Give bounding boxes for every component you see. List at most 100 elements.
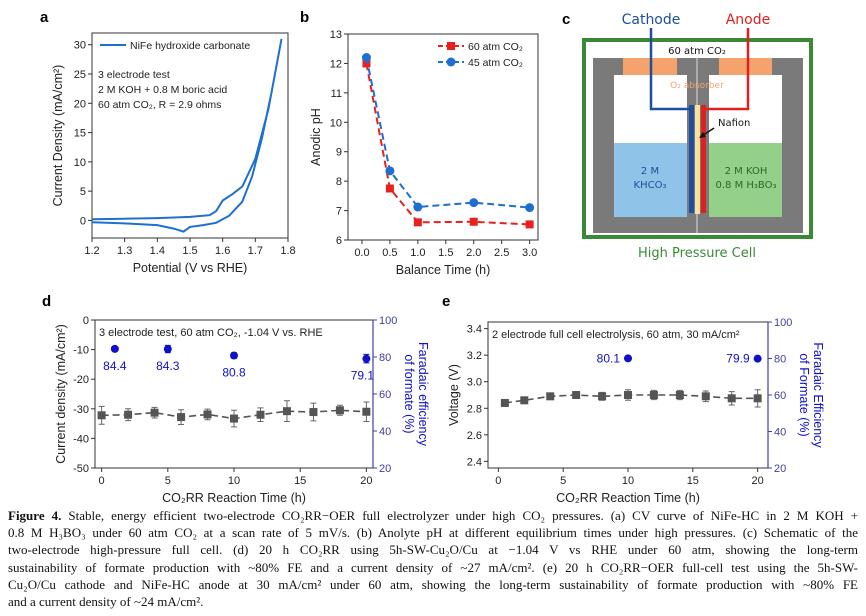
cathode-electrode bbox=[689, 105, 694, 213]
membrane-label: Nafion bbox=[718, 118, 750, 129]
chart-panel-e: 0 5 10 15 20 2.4 2.6 2.8 3.0 3.2 3.4 20 40 60 80 100 CO₂… bbox=[447, 317, 825, 505]
y-tick-label: 0 bbox=[83, 315, 89, 327]
current-point bbox=[309, 408, 318, 417]
y-axis-title: Anodic pH bbox=[309, 108, 323, 166]
chart-panel-a: 1.2 1.3 1.4 1.5 1.6 1.7 1.8 0 5 10 15 20 25 30 Potenti… bbox=[51, 32, 296, 275]
y-tick-label: 10 bbox=[330, 117, 342, 129]
y-tick-label: -50 bbox=[73, 463, 89, 475]
panel-label-b: b bbox=[300, 9, 309, 26]
plot-frame bbox=[347, 33, 539, 241]
panel-label-a: a bbox=[40, 9, 49, 26]
legend-marker bbox=[447, 42, 455, 50]
caption-text: Stable, energy efficient two-electrode C… bbox=[61, 508, 858, 523]
data-point bbox=[413, 218, 422, 227]
fe-value-label: 84.4 bbox=[103, 359, 127, 373]
x-tick-label: 0 bbox=[99, 475, 105, 487]
anode-label: Anode bbox=[726, 12, 771, 28]
y-tick-label: 10 bbox=[74, 157, 86, 169]
y-axis-title: Current Density (mA/cm²) bbox=[51, 65, 65, 207]
x-tick-label: 1.2 bbox=[84, 245, 99, 257]
y2-tick-label: 20 bbox=[379, 463, 391, 475]
x-axis-title: CO₂RR Reaction Time (h) bbox=[556, 491, 700, 505]
series-line bbox=[365, 63, 530, 226]
x-tick-label: 0.0 bbox=[354, 247, 369, 259]
y-axis-title: Current density (mA/cm²) bbox=[54, 324, 68, 464]
chart-panel-d: 0 5 10 15 20 -50 -40 -30 -20 -10 0 20 40 60 80 100 CO₂RR… bbox=[54, 315, 430, 505]
y-tick-label: 11 bbox=[331, 88, 342, 100]
anolyte-line-2: 0.8 M H₃BO₃ bbox=[716, 180, 777, 191]
y-tick-label: 9 bbox=[336, 147, 342, 159]
y-tick-label: 12 bbox=[330, 58, 342, 70]
y2-tick-label: 40 bbox=[379, 426, 391, 438]
panel-label-c: c bbox=[562, 11, 570, 28]
catholyte-line-2: KHCO₃ bbox=[634, 180, 667, 191]
x-tick-label: 0.5 bbox=[382, 247, 397, 259]
y-tick-label: 30 bbox=[74, 40, 86, 52]
x-tick-label: 1.3 bbox=[117, 245, 132, 257]
y-tick-label: 7 bbox=[336, 206, 342, 218]
caption-line: sustainability of formate production wit… bbox=[8, 559, 858, 575]
legend-label: 45 atm CO₂ bbox=[468, 57, 523, 69]
y2-tick-label: 80 bbox=[774, 354, 786, 366]
y-tick-label: 3.0 bbox=[467, 377, 482, 389]
x-axis-title: Balance Time (h) bbox=[396, 263, 490, 277]
x-tick-label: 1.0 bbox=[410, 247, 425, 259]
y-tick-label: 2.4 bbox=[467, 456, 482, 468]
y-tick-label: 13 bbox=[330, 29, 342, 41]
current-point bbox=[649, 391, 658, 399]
y2-tick-label: 80 bbox=[379, 352, 391, 364]
x-tick-label: 20 bbox=[752, 475, 764, 487]
current-point bbox=[753, 394, 762, 403]
data-point bbox=[361, 53, 371, 63]
annotation: 3 electrode test, 60 atm CO₂, -1.04 V vs… bbox=[99, 327, 323, 339]
current-point bbox=[546, 392, 555, 401]
x-axis-title: CO₂RR Reaction Time (h) bbox=[162, 491, 306, 505]
caption-line: Figure 4. Stable, energy efficient two-e… bbox=[8, 507, 858, 524]
data-point bbox=[525, 203, 535, 213]
y-tick-label: 15 bbox=[74, 128, 86, 140]
anolyte-line-1: 2 M KOH bbox=[725, 166, 768, 177]
x-tick-label: 1.4 bbox=[150, 245, 165, 257]
y2-tick-label: 20 bbox=[774, 463, 786, 475]
annotation-line: 3 electrode test bbox=[98, 69, 170, 81]
current-point bbox=[500, 398, 509, 407]
y2-tick-label: 100 bbox=[379, 315, 397, 327]
x-tick-label: 5 bbox=[165, 475, 171, 487]
y-tick-label: 8 bbox=[336, 176, 342, 188]
x-tick-label: 20 bbox=[360, 475, 372, 487]
series-line bbox=[365, 57, 530, 209]
current-point bbox=[97, 411, 106, 420]
plot-frame bbox=[91, 32, 289, 239]
anode-electrode bbox=[701, 105, 706, 213]
current-point bbox=[124, 410, 133, 419]
x-tick-label: 1.6 bbox=[215, 245, 230, 257]
y-tick-label: 6 bbox=[336, 235, 342, 247]
data-point bbox=[385, 166, 395, 176]
figure-caption: Figure 4. Stable, energy efficient two-e… bbox=[8, 507, 858, 610]
caption-line: 0.8 M H₃BO₃ under 60 atm CO₂ at a scan r… bbox=[8, 525, 858, 541]
fe-point bbox=[362, 354, 371, 363]
x-tick-label: 1.5 bbox=[438, 247, 453, 259]
y2-axis-title: Faradaic efficiency bbox=[416, 342, 430, 447]
y-tick-label: 0 bbox=[80, 215, 86, 227]
legend-label: NiFe hydroxide carbonate bbox=[130, 40, 250, 52]
current-point bbox=[177, 413, 186, 422]
catholyte-line-1: 2 M bbox=[641, 166, 659, 177]
fe-point bbox=[624, 354, 632, 363]
arrow-head-icon bbox=[699, 132, 706, 138]
fe-value-label: 79.1 bbox=[351, 369, 375, 383]
caption-line: two-electrode high-pressure full cell. (… bbox=[8, 542, 858, 558]
fe-value-label: 80.8 bbox=[222, 366, 246, 380]
y-tick-label: 5 bbox=[80, 186, 86, 198]
y-tick-label: -40 bbox=[73, 433, 89, 445]
annotation: 2 electrode full cell electrolysis, 60 a… bbox=[492, 329, 740, 341]
x-tick-label: 15 bbox=[687, 475, 699, 487]
annotation-line: 60 atm CO₂, R = 2.9 ohms bbox=[98, 99, 221, 111]
current-point bbox=[675, 391, 684, 399]
fe-value-label: 79.9 bbox=[726, 352, 750, 366]
caption-line: Cu₂O/Cu cathode and NiFe-HC anode at 30 … bbox=[8, 576, 858, 592]
anode-wire bbox=[706, 28, 750, 111]
figure: a b c d e Cathode Anode 60 atm CO₂ O₂ ab… bbox=[40, 9, 825, 505]
data-point bbox=[413, 202, 423, 212]
fe-value-label: 84.3 bbox=[156, 359, 180, 373]
